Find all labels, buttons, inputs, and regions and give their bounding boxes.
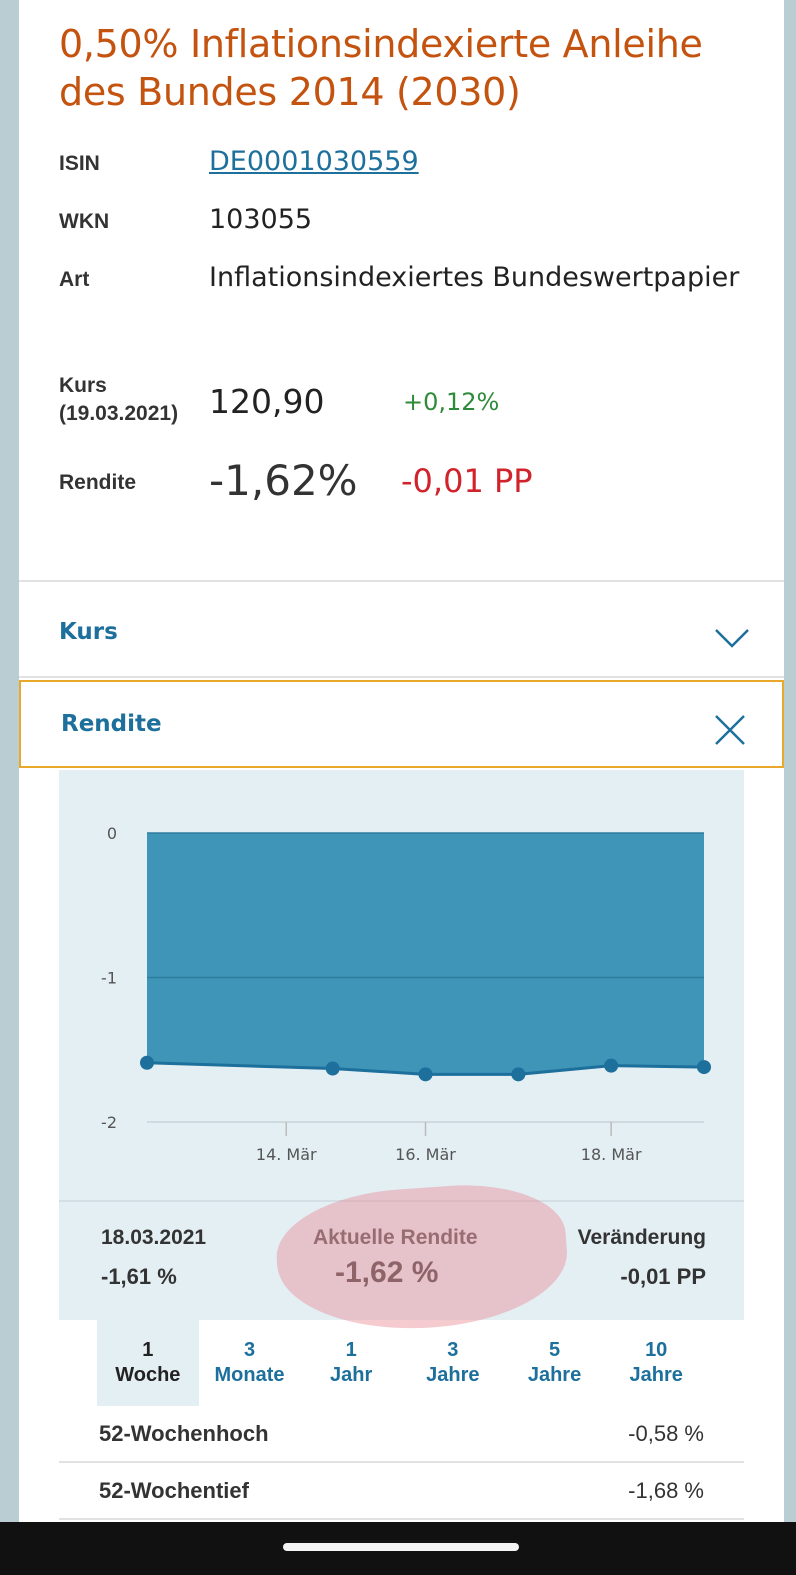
art-label: Art <box>59 268 90 291</box>
accordion-rendite-label: Rendite <box>61 711 162 737</box>
stats-date-value: -1,61 % <box>101 1264 177 1289</box>
kurs-value: 120,90 <box>209 382 325 421</box>
range-tab-number: 10 <box>645 1339 668 1361</box>
wkn-value: 103055 <box>209 204 313 235</box>
change-value: -0,01 PP <box>620 1264 706 1289</box>
rendite-label: Rendite <box>59 471 137 494</box>
range-tab-3-monate[interactable]: 3 Monate <box>199 1320 301 1406</box>
data-point <box>325 1061 340 1076</box>
series-line <box>146 1061 705 1076</box>
week-low-label: 52-Wochentief <box>99 1478 249 1503</box>
rendite-value: -1,62% <box>209 456 358 505</box>
section-divider <box>19 580 784 582</box>
chevron-down-icon[interactable] <box>712 616 752 656</box>
range-tab-number: 3 <box>243 1339 256 1361</box>
wkn-label: WKN <box>59 210 110 233</box>
row-divider <box>59 1461 744 1463</box>
table-row: 52-Wochenhoch -0,58 % <box>59 1406 744 1462</box>
isin-label: ISIN <box>59 152 100 175</box>
range-tab-number: 5 <box>548 1339 561 1361</box>
data-point <box>604 1058 619 1073</box>
range-tab-1-jahr[interactable]: 1 Jahr <box>300 1320 402 1406</box>
accordion-kurs-label: Kurs <box>59 619 118 645</box>
range-tab-unit: Woche <box>115 1364 181 1386</box>
range-tab-number: 1 <box>142 1339 154 1361</box>
data-point <box>418 1067 433 1082</box>
range-tab-3-jahre[interactable]: 3 Jahre <box>402 1320 504 1406</box>
rendite-change: -0,01 PP <box>401 462 533 500</box>
home-indicator[interactable] <box>283 1543 519 1551</box>
x-tick-label: 14. Mär <box>256 1145 317 1164</box>
x-tick-label: 18. Mär <box>581 1145 642 1164</box>
accordion-kurs[interactable]: Kurs <box>19 588 784 676</box>
range-tab-unit: Jahre <box>527 1364 582 1386</box>
page-title: 0,50% Inflationsindexierte Anleihe des B… <box>59 22 703 114</box>
yield-chart-svg: 0 -1 -2 14. Mär 16. Mär 18. Mär <box>101 824 711 1164</box>
y-tick-label: -2 <box>101 1113 117 1132</box>
current-yield-value: -1,62 % <box>335 1256 439 1289</box>
data-point <box>140 1055 154 1070</box>
close-icon[interactable] <box>710 710 750 750</box>
data-point <box>697 1060 711 1075</box>
bond-detail-page: 0,50% Inflationsindexierte Anleihe des B… <box>19 0 784 1530</box>
range-tab-number: 1 <box>345 1339 357 1361</box>
art-value: Inflationsindexiertes Bundeswertpapier <box>209 262 740 293</box>
yield-chart: 0 -1 -2 14. Mär 16. Mär 18. Mär <box>59 770 744 1200</box>
range-tab-unit: Jahre <box>426 1364 480 1386</box>
current-yield-label: Aktuelle Rendite <box>313 1226 478 1249</box>
range-tabs: 1 Woche 3 Monate 1 Jahr 3 Jahre 5 Jahre … <box>97 1320 707 1406</box>
range-tab-unit: Monate <box>214 1364 285 1386</box>
range-tab-5-jahre[interactable]: 5 Jahre <box>504 1320 606 1406</box>
table-row: 52-Wochentief -1,68 % <box>59 1463 744 1519</box>
area-fill <box>147 833 704 1075</box>
range-tab-10-jahre[interactable]: 10 Jahre <box>605 1320 707 1406</box>
range-tab-number: 3 <box>447 1339 459 1361</box>
range-tab-1-woche[interactable]: 1 Woche <box>97 1320 199 1406</box>
stats-date: 18.03.2021 <box>101 1226 207 1249</box>
row-divider <box>59 1518 744 1520</box>
x-tick-label: 16. Mär <box>395 1145 456 1164</box>
y-tick-label: -1 <box>101 969 117 988</box>
kurs-label: Kurs <box>59 374 107 397</box>
accordion-divider <box>19 676 784 678</box>
week-low-value: -1,68 % <box>628 1478 704 1503</box>
range-tab-unit: Jahre <box>629 1364 683 1386</box>
stats-panel: 18.03.2021 -1,61 % Aktuelle Rendite -1,6… <box>59 1200 744 1320</box>
kurs-date: (19.03.2021) <box>59 402 179 425</box>
y-tick-label: 0 <box>107 824 117 843</box>
range-tab-unit: Jahr <box>330 1364 373 1386</box>
data-point <box>511 1067 526 1082</box>
isin-link[interactable]: DE0001030559 <box>209 146 419 177</box>
change-label: Veränderung <box>577 1226 706 1249</box>
accordion-rendite[interactable]: Rendite <box>19 680 784 768</box>
week-high-value: -0,58 % <box>628 1421 704 1446</box>
kurs-change: +0,12% <box>403 388 500 416</box>
week-high-label: 52-Wochenhoch <box>99 1421 269 1446</box>
